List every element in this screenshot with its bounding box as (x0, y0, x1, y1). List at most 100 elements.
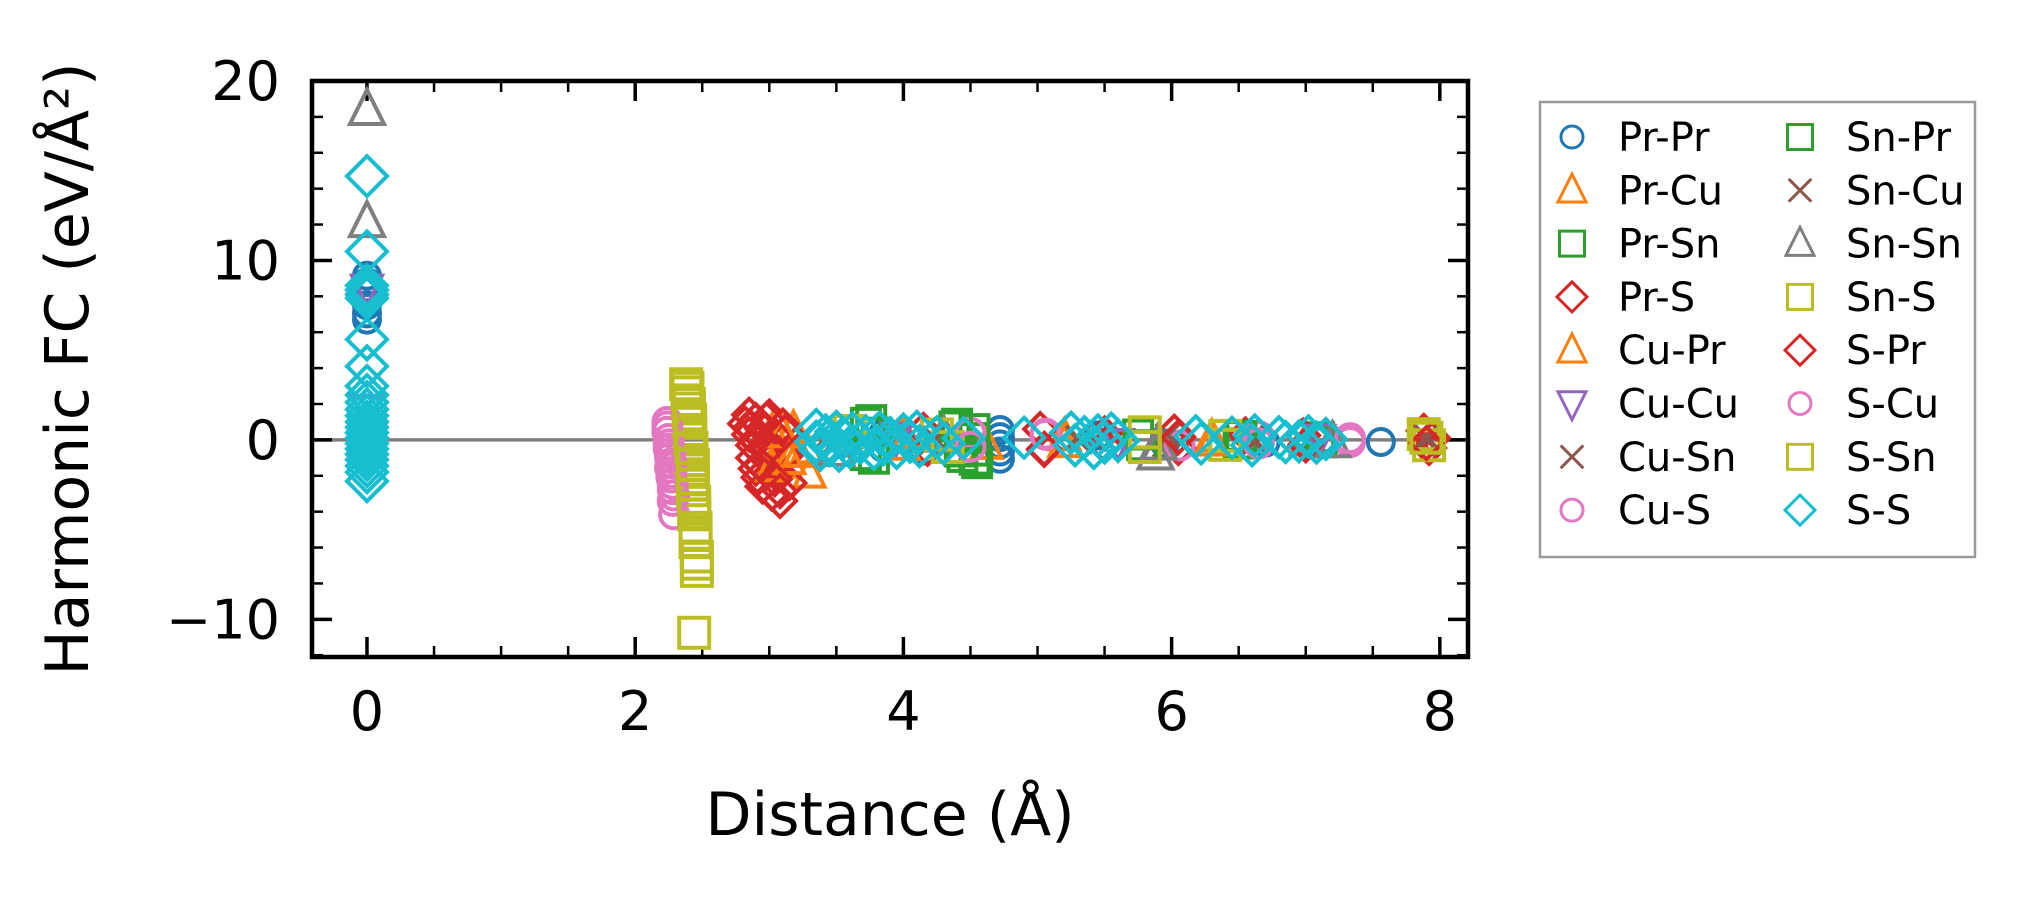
diamond-marker (1293, 419, 1340, 466)
legend: Pr-Pr Pr-Cu Pr-Sn Pr-S Cu-Pr Cu-Cu Cu-Sn Cu-S Sn… (1538, 100, 1977, 559)
legend-entry-cu-s: Cu-S (1559, 488, 1711, 534)
square-marker (679, 546, 714, 581)
legend-box (1538, 100, 1977, 559)
legend-label: Sn-Sn (1846, 222, 1962, 268)
circle-marker (1333, 422, 1366, 455)
square-marker (677, 615, 712, 650)
square-marker (1786, 282, 1814, 311)
legend-label: Pr-Pr (1618, 115, 1710, 161)
diamond-marker (731, 408, 770, 447)
legend-entry-pr-pr: Pr-Pr (1559, 115, 1710, 161)
legend-label: S-Cu (1846, 382, 1939, 428)
diamond-marker (1095, 417, 1141, 464)
circle-marker (654, 437, 687, 470)
circle-marker (954, 430, 987, 463)
x-axis-label: Distance (Å) (705, 779, 1074, 850)
circle-marker (1559, 497, 1585, 523)
square-marker (1786, 442, 1814, 471)
legend-label: Sn-S (1846, 275, 1937, 321)
circle-marker (656, 467, 689, 500)
diamond-marker (766, 412, 805, 451)
diamond-marker (887, 418, 933, 465)
legend-entry-sn-s: Sn-S (1786, 275, 1937, 321)
circle-marker (655, 457, 688, 490)
square-marker (677, 491, 712, 526)
diamond-marker (344, 343, 390, 390)
diamond-marker (1554, 279, 1590, 315)
legend-entry-s-s: S-S (1782, 488, 1911, 534)
legend-label: Cu-S (1618, 488, 1711, 534)
diamond-marker (1262, 419, 1309, 465)
diamond-marker (344, 449, 390, 496)
legend-label: Pr-Cu (1618, 168, 1723, 214)
circle-marker (1029, 418, 1062, 451)
diamond-marker (873, 425, 920, 471)
diamond-marker (896, 423, 943, 469)
axes-layer: 0 2 4 6 8 20 10 0 −10 (166, 50, 1468, 743)
triangle-up-marker (1555, 330, 1589, 364)
diamond-marker (344, 415, 390, 461)
x-tick-label: 6 (1154, 680, 1188, 743)
diamond-marker (940, 415, 987, 461)
legend-entry-sn-cu: Sn-Cu (1787, 168, 1964, 214)
legend-label: Sn-Pr (1846, 115, 1952, 161)
legend-label: Cu-Sn (1618, 435, 1736, 481)
diamond-marker (1159, 418, 1198, 457)
diamond-marker (1407, 424, 1446, 462)
legend-entry-pr-cu: Pr-Cu (1555, 168, 1723, 214)
legend-label: S-S (1846, 488, 1911, 534)
legend-label: Cu-Pr (1618, 328, 1726, 374)
diamond-marker (1303, 416, 1349, 462)
diamond-marker (1782, 333, 1818, 368)
diamond-marker (344, 153, 390, 199)
legend-label: Pr-Sn (1618, 222, 1720, 268)
square-marker (674, 430, 709, 465)
series-s-s (344, 153, 1349, 504)
legend-entry-pr-sn: Pr-Sn (1558, 222, 1720, 268)
x-marker (1559, 444, 1585, 470)
diamond-marker (1048, 409, 1094, 456)
diamond-marker (755, 460, 794, 499)
plot-border (309, 78, 1471, 660)
diamond-marker (344, 436, 390, 483)
legend-entry-cu-sn: Cu-Sn (1559, 435, 1736, 481)
diamond-marker (344, 262, 390, 309)
triangle-up-marker (346, 197, 388, 239)
x-marker (1787, 177, 1813, 203)
y-tick-label: 0 (246, 409, 280, 472)
square-marker (1409, 420, 1444, 455)
diamond-marker (344, 267, 390, 313)
triangle-up-marker (346, 85, 388, 126)
triangle-up-marker (771, 438, 808, 476)
square-marker (675, 448, 710, 482)
circle-marker (658, 479, 691, 512)
legend-entry-s-sn: S-Sn (1786, 435, 1937, 481)
square-marker (1406, 417, 1441, 452)
diamond-marker (1782, 492, 1818, 528)
y-axis-label: Harmonic FC (eV/Å²) (32, 63, 103, 676)
legend-entry-cu-pr: Cu-Pr (1555, 328, 1726, 374)
diamond-marker (920, 420, 967, 467)
diamond-marker (793, 418, 840, 465)
legend-label: S-Sn (1846, 435, 1937, 481)
square-marker (1558, 229, 1586, 258)
x-tick-label: 4 (886, 680, 920, 743)
legend-entry-cu-cu: Cu-Cu (1555, 382, 1739, 428)
diamond-marker (344, 443, 390, 489)
diamond-marker (1001, 414, 1047, 461)
x-tick-label: 2 (618, 680, 652, 743)
legend-label: Sn-Cu (1846, 168, 1964, 214)
diamond-marker (344, 316, 390, 363)
triangle-down-marker (1555, 390, 1589, 424)
scatter-points-layer (344, 85, 1452, 650)
circle-marker (1365, 427, 1396, 458)
legend-entry-pr-s: Pr-S (1554, 275, 1695, 321)
diamond-marker (1071, 425, 1117, 471)
diamond-marker (344, 271, 390, 318)
circle-marker (1787, 391, 1813, 416)
series-sn-sn (346, 85, 1353, 471)
y-tick-label: 20 (211, 50, 280, 113)
x-tick-label: 8 (1423, 680, 1457, 743)
